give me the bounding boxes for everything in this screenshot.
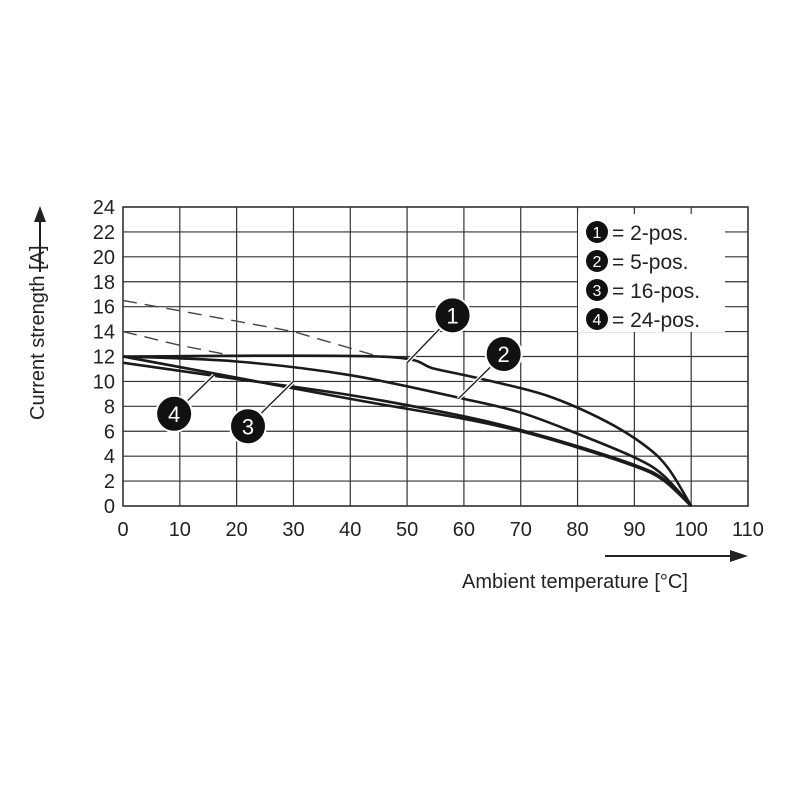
legend-1-text: = 2-pos. (612, 222, 688, 245)
legend-2-text: = 5-pos. (612, 251, 688, 274)
x-tick-label: 80 (566, 519, 588, 541)
callout-2-number: 2 (498, 342, 510, 367)
x-tick-label: 40 (339, 519, 361, 541)
y-axis-title: Current strength [A] (27, 245, 49, 420)
y-tick-label: 4 (104, 446, 115, 468)
callout-2-badge (484, 335, 523, 374)
y-tick-label: 2 (104, 471, 115, 493)
legend-3-number: 3 (593, 283, 602, 300)
x-tick-label: 110 (732, 519, 764, 541)
y-tick-label: 8 (104, 396, 115, 418)
legend-2-number: 2 (593, 254, 602, 271)
legend-1-number: 1 (593, 225, 602, 242)
series-2-dashed-line (122, 330, 237, 358)
series-1-line (122, 354, 693, 507)
series-1-dashed-line (122, 299, 379, 358)
tick-labels: 0 10 20 30 40 50 60 70 80 90 100 110024681012141618… (93, 197, 764, 541)
x-tick-label: 0 (117, 519, 128, 541)
x-tick-label: 20 (226, 519, 248, 541)
y-tick-label: 24 (93, 197, 115, 219)
callout-1-number: 1 (446, 303, 458, 328)
y-tick-label: 12 (93, 347, 115, 369)
callout-4-badge (155, 394, 194, 433)
y-axis-label: Current strength [A] (27, 245, 49, 420)
series-2-line (122, 355, 693, 507)
callout-4-number: 4 (168, 402, 180, 427)
series-lines (122, 354, 693, 507)
x-tick-label: 60 (453, 519, 475, 541)
x-tick-label: 70 (510, 519, 532, 541)
legend-4-text: = 24-pos. (612, 309, 700, 332)
dashed-extensions (122, 299, 379, 358)
x-tick-label: 30 (282, 519, 304, 541)
legend-3-badge (586, 279, 608, 301)
x-axis-label: Ambient temperature [°C] (462, 571, 688, 593)
callout-3-badge (229, 407, 267, 446)
y-tick-label: 14 (93, 322, 115, 344)
y-tick-label: 0 (104, 496, 115, 518)
x-tick-label: 100 (674, 519, 707, 541)
x-tick-label: 10 (169, 519, 191, 541)
series-4-line (122, 355, 693, 507)
legend-4-badge (586, 308, 608, 330)
y-tick-label: 18 (93, 272, 115, 294)
y-axis-arrowhead (34, 206, 46, 222)
x-tick-label: 50 (396, 519, 418, 541)
x-tick-label: 90 (623, 519, 645, 541)
legend-4-number: 4 (593, 312, 602, 329)
legend: 1 = 2-pos. 2 = 5-pos. 3 = 16-pos. 4 = 24-pos. (578, 214, 725, 332)
series-callouts: 1 2 3 4 (155, 296, 523, 446)
x-axis-arrowhead (730, 550, 748, 562)
y-tick-label: 16 (93, 297, 115, 319)
legend-1-badge (586, 221, 608, 243)
callout-1-badge (433, 296, 472, 335)
y-tick-label: 20 (93, 247, 115, 269)
legend-2-badge (586, 250, 608, 272)
y-tick-label: 6 (104, 421, 115, 443)
y-tick-label: 10 (93, 371, 115, 393)
y-tick-label: 22 (93, 222, 115, 244)
callout-3-number: 3 (242, 414, 254, 439)
legend-3-text: = 16-pos. (612, 280, 700, 303)
